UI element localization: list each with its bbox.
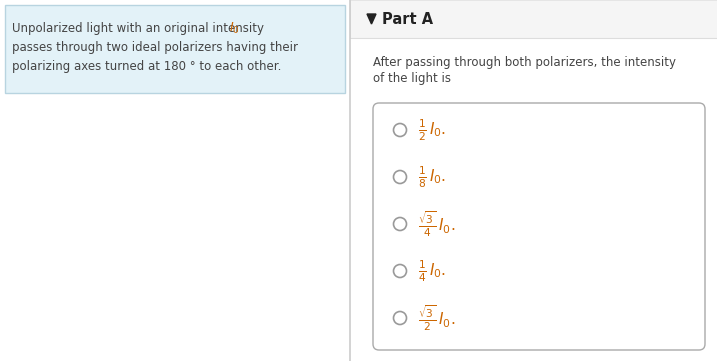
Text: $\frac{\sqrt{3}}{4}\,I_0.$: $\frac{\sqrt{3}}{4}\,I_0.$ (418, 209, 455, 239)
Text: Unpolarized light with an original intensity: Unpolarized light with an original inten… (12, 22, 267, 35)
Text: of the light is: of the light is (373, 72, 451, 85)
Text: Part A: Part A (382, 12, 433, 26)
Text: After passing through both polarizers, the intensity: After passing through both polarizers, t… (373, 56, 676, 69)
Text: $\frac{1}{4}\,I_0.$: $\frac{1}{4}\,I_0.$ (418, 258, 446, 284)
Text: $\frac{\sqrt{3}}{2}\,I_0.$: $\frac{\sqrt{3}}{2}\,I_0.$ (418, 303, 455, 333)
Text: passes through two ideal polarizers having their: passes through two ideal polarizers havi… (12, 41, 298, 54)
FancyBboxPatch shape (350, 0, 717, 38)
Text: $I_0$: $I_0$ (229, 21, 239, 36)
Polygon shape (367, 14, 376, 24)
Text: $\frac{1}{2}\,I_0.$: $\frac{1}{2}\,I_0.$ (418, 117, 446, 143)
FancyBboxPatch shape (5, 5, 345, 93)
Text: polarizing axes turned at 180 ° to each other.: polarizing axes turned at 180 ° to each … (12, 60, 281, 73)
Text: $\frac{1}{8}\,I_0.$: $\frac{1}{8}\,I_0.$ (418, 164, 446, 190)
FancyBboxPatch shape (373, 103, 705, 350)
